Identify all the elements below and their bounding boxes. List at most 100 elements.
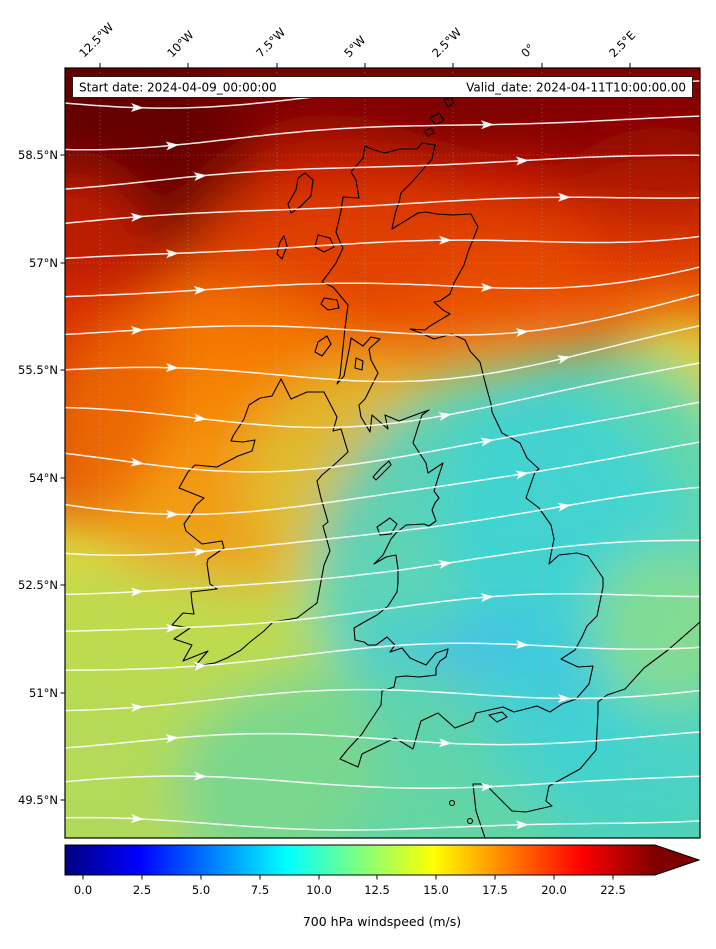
lon-tick-label: 5°W <box>341 33 368 60</box>
lat-tick-label: 55.5°N <box>18 363 58 377</box>
lat-tick-label: 58.5°N <box>18 148 58 162</box>
colorbar-gradient-bar <box>64 844 701 876</box>
lon-tick-label: 2.5°E <box>606 28 638 60</box>
map-plot-area: Start date: 2024-04-09_00:00:00 Valid_da… <box>65 68 700 838</box>
colorbar-tick-label: 20.0 <box>541 883 567 897</box>
streamline <box>65 293 700 336</box>
colorbar-tick-label: 5.0 <box>192 883 210 897</box>
streamline <box>65 688 700 712</box>
streamline <box>65 362 700 429</box>
lat-tick-label: 49.5°N <box>18 793 58 807</box>
lat-tick-label: 52.5°N <box>18 578 58 592</box>
map-border <box>64 67 701 839</box>
streamline-arrow <box>515 639 529 649</box>
colorbar: 0.0 2.5 5.0 7.5 10.0 12.5 15.0 17.5 20.0… <box>64 844 701 929</box>
coastline-outer-hebrides <box>287 172 314 214</box>
streamline-arrow <box>165 734 179 744</box>
streamline <box>65 401 700 473</box>
streamline <box>65 731 700 749</box>
streamline-arrow <box>480 437 494 447</box>
lon-tick-label: 0° <box>518 41 537 60</box>
coastline-uists <box>276 235 288 260</box>
streamline-arrow <box>130 457 144 467</box>
streamline <box>65 115 700 151</box>
streamline-arrow <box>438 235 452 245</box>
streamline <box>65 235 700 260</box>
streamline <box>65 266 700 298</box>
colorbar-tick-label: 22.5 <box>600 883 626 897</box>
lon-tick-label: 12.5°W <box>76 20 116 60</box>
header-strip: Start date: 2024-04-09_00:00:00 Valid_da… <box>72 76 693 98</box>
coastline-isle-of-wight <box>488 711 508 723</box>
streamline-arrow <box>515 470 529 480</box>
colorbar-title: 700 hPa windspeed (m/s) <box>303 914 461 929</box>
coastline-ireland <box>171 378 349 667</box>
lon-tick-label: 7.5°W <box>253 25 288 60</box>
colorbar-tick-label: 15.0 <box>423 883 449 897</box>
streamline-arrow <box>165 249 179 259</box>
streamline-arrow <box>165 509 179 519</box>
streamline-arrow <box>193 661 207 671</box>
streamline-arrow <box>130 587 144 597</box>
colorbar-tick-label: 2.5 <box>133 883 151 897</box>
streamline-arrow <box>438 738 452 748</box>
graticule-gridlines <box>65 68 700 838</box>
streamline-arrow <box>165 141 179 151</box>
lon-axis: 12.5°W 10°W 7.5°W 5°W 2.5°W 0° 2.5°E <box>76 20 638 68</box>
lat-axis: 58.5°N 57°N 55.5°N 54°N 52.5°N 51°N 49.5… <box>18 148 65 807</box>
colorbar-tick-label: 10.0 <box>306 883 332 897</box>
streamline-arrow <box>193 285 207 295</box>
streamline-arrow <box>557 693 571 703</box>
start-date-text: Start date: 2024-04-09_00:00:00 <box>79 81 277 95</box>
coastline-islay-jura <box>314 335 332 357</box>
coastline-jersey <box>466 817 474 825</box>
streamline-arrow <box>130 703 144 713</box>
streamline <box>65 816 700 831</box>
coastline-great-britain <box>321 142 604 768</box>
streamline-arrow <box>438 412 452 421</box>
streamline <box>65 154 700 190</box>
streamline-arrow <box>193 771 207 781</box>
coastline-guernsey <box>448 799 456 807</box>
streamline-arrow <box>130 102 144 112</box>
streamline-arrow <box>193 547 207 557</box>
streamline-arrow <box>557 502 571 512</box>
streamline-arrow <box>480 782 494 792</box>
coastline-isle-of-man <box>372 460 392 481</box>
header-strip-box <box>72 76 693 98</box>
wind-streamlines <box>65 80 700 831</box>
streamline-arrow <box>165 363 179 373</box>
colorbar-tick-label: 17.5 <box>482 883 508 897</box>
wind-streamline-arrows <box>130 81 571 830</box>
coastline-orkney <box>423 96 455 137</box>
streamline-arrow <box>480 593 494 602</box>
coastline-arran <box>354 357 364 371</box>
streamline <box>65 539 700 596</box>
streamline <box>65 196 700 225</box>
streamline-arrow <box>515 328 529 337</box>
valid-date-text: Valid_date: 2024-04-11T10:00:00.00 <box>466 81 686 95</box>
streamline-arrow <box>193 172 207 182</box>
streamline-arrow <box>557 192 571 202</box>
streamline-arrow <box>130 326 144 335</box>
streamline-arrow <box>165 623 179 633</box>
streamline-arrow <box>480 282 494 292</box>
streamline <box>65 642 700 671</box>
streamline <box>65 486 700 556</box>
streamline <box>65 324 700 383</box>
lon-tick-label: 10°W <box>164 28 196 60</box>
streamline-arrow <box>438 559 452 569</box>
streamline-arrow <box>557 355 571 365</box>
streamline-arrow <box>515 820 529 830</box>
streamline-arrow <box>193 413 207 423</box>
streamline <box>65 775 700 789</box>
streamline-arrow <box>480 120 494 130</box>
streamline-arrow <box>130 814 144 824</box>
streamline-arrow <box>515 156 529 166</box>
lat-tick-label: 57°N <box>29 256 58 270</box>
colorbar-ticks <box>82 875 614 880</box>
streamline-arrow <box>130 212 144 222</box>
colorbar-tick-label: 0.0 <box>74 883 92 897</box>
